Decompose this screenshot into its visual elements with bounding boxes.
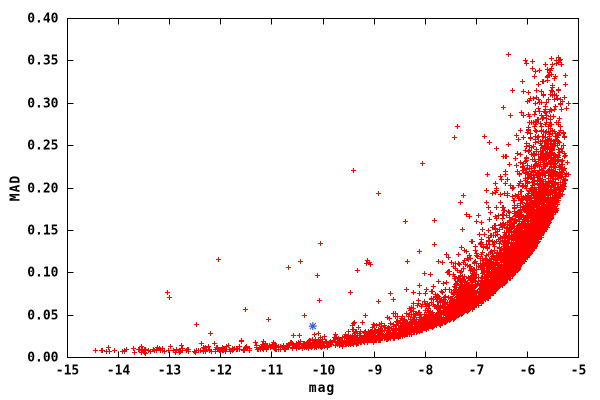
y-tick-label: 0.15 [27,224,58,239]
x-tick-label: -15 [56,364,79,379]
x-tick-label: -6 [520,364,536,379]
highlight-point-blue [308,322,317,331]
x-tick-label: -8 [418,364,434,379]
x-tick-label: -10 [312,364,336,379]
y-tick-label: 0.05 [27,309,58,324]
plot-border [67,18,579,358]
y-tick-label: 0.30 [27,97,58,112]
x-tick-label: -13 [158,364,181,379]
y-tick-label: 0.35 [27,54,58,69]
y-tick-label: 0.40 [27,12,58,27]
x-tick-label: -9 [367,364,383,379]
axis-ticks [67,18,579,358]
y-tick-label: 0.25 [27,139,58,154]
x-tick-label: -14 [107,364,131,379]
y-tick-label: 0.20 [27,182,58,197]
x-tick-label: -12 [209,364,232,379]
x-tick-label: -5 [571,364,587,379]
scatter-points-red [93,52,571,356]
x-tick-label: -7 [469,364,485,379]
x-tick-label: -11 [260,364,284,379]
y-tick-label: 0.10 [27,266,58,281]
y-tick-label: 0.00 [27,351,58,366]
y-axis-title: MAD [8,174,24,202]
tick-labels: -15 -14 -13 -12 -11 -10 -9 -8 -7 -6 -5 0.00 0.05 0.10… [27,12,586,379]
x-axis-title: mag [308,381,336,396]
